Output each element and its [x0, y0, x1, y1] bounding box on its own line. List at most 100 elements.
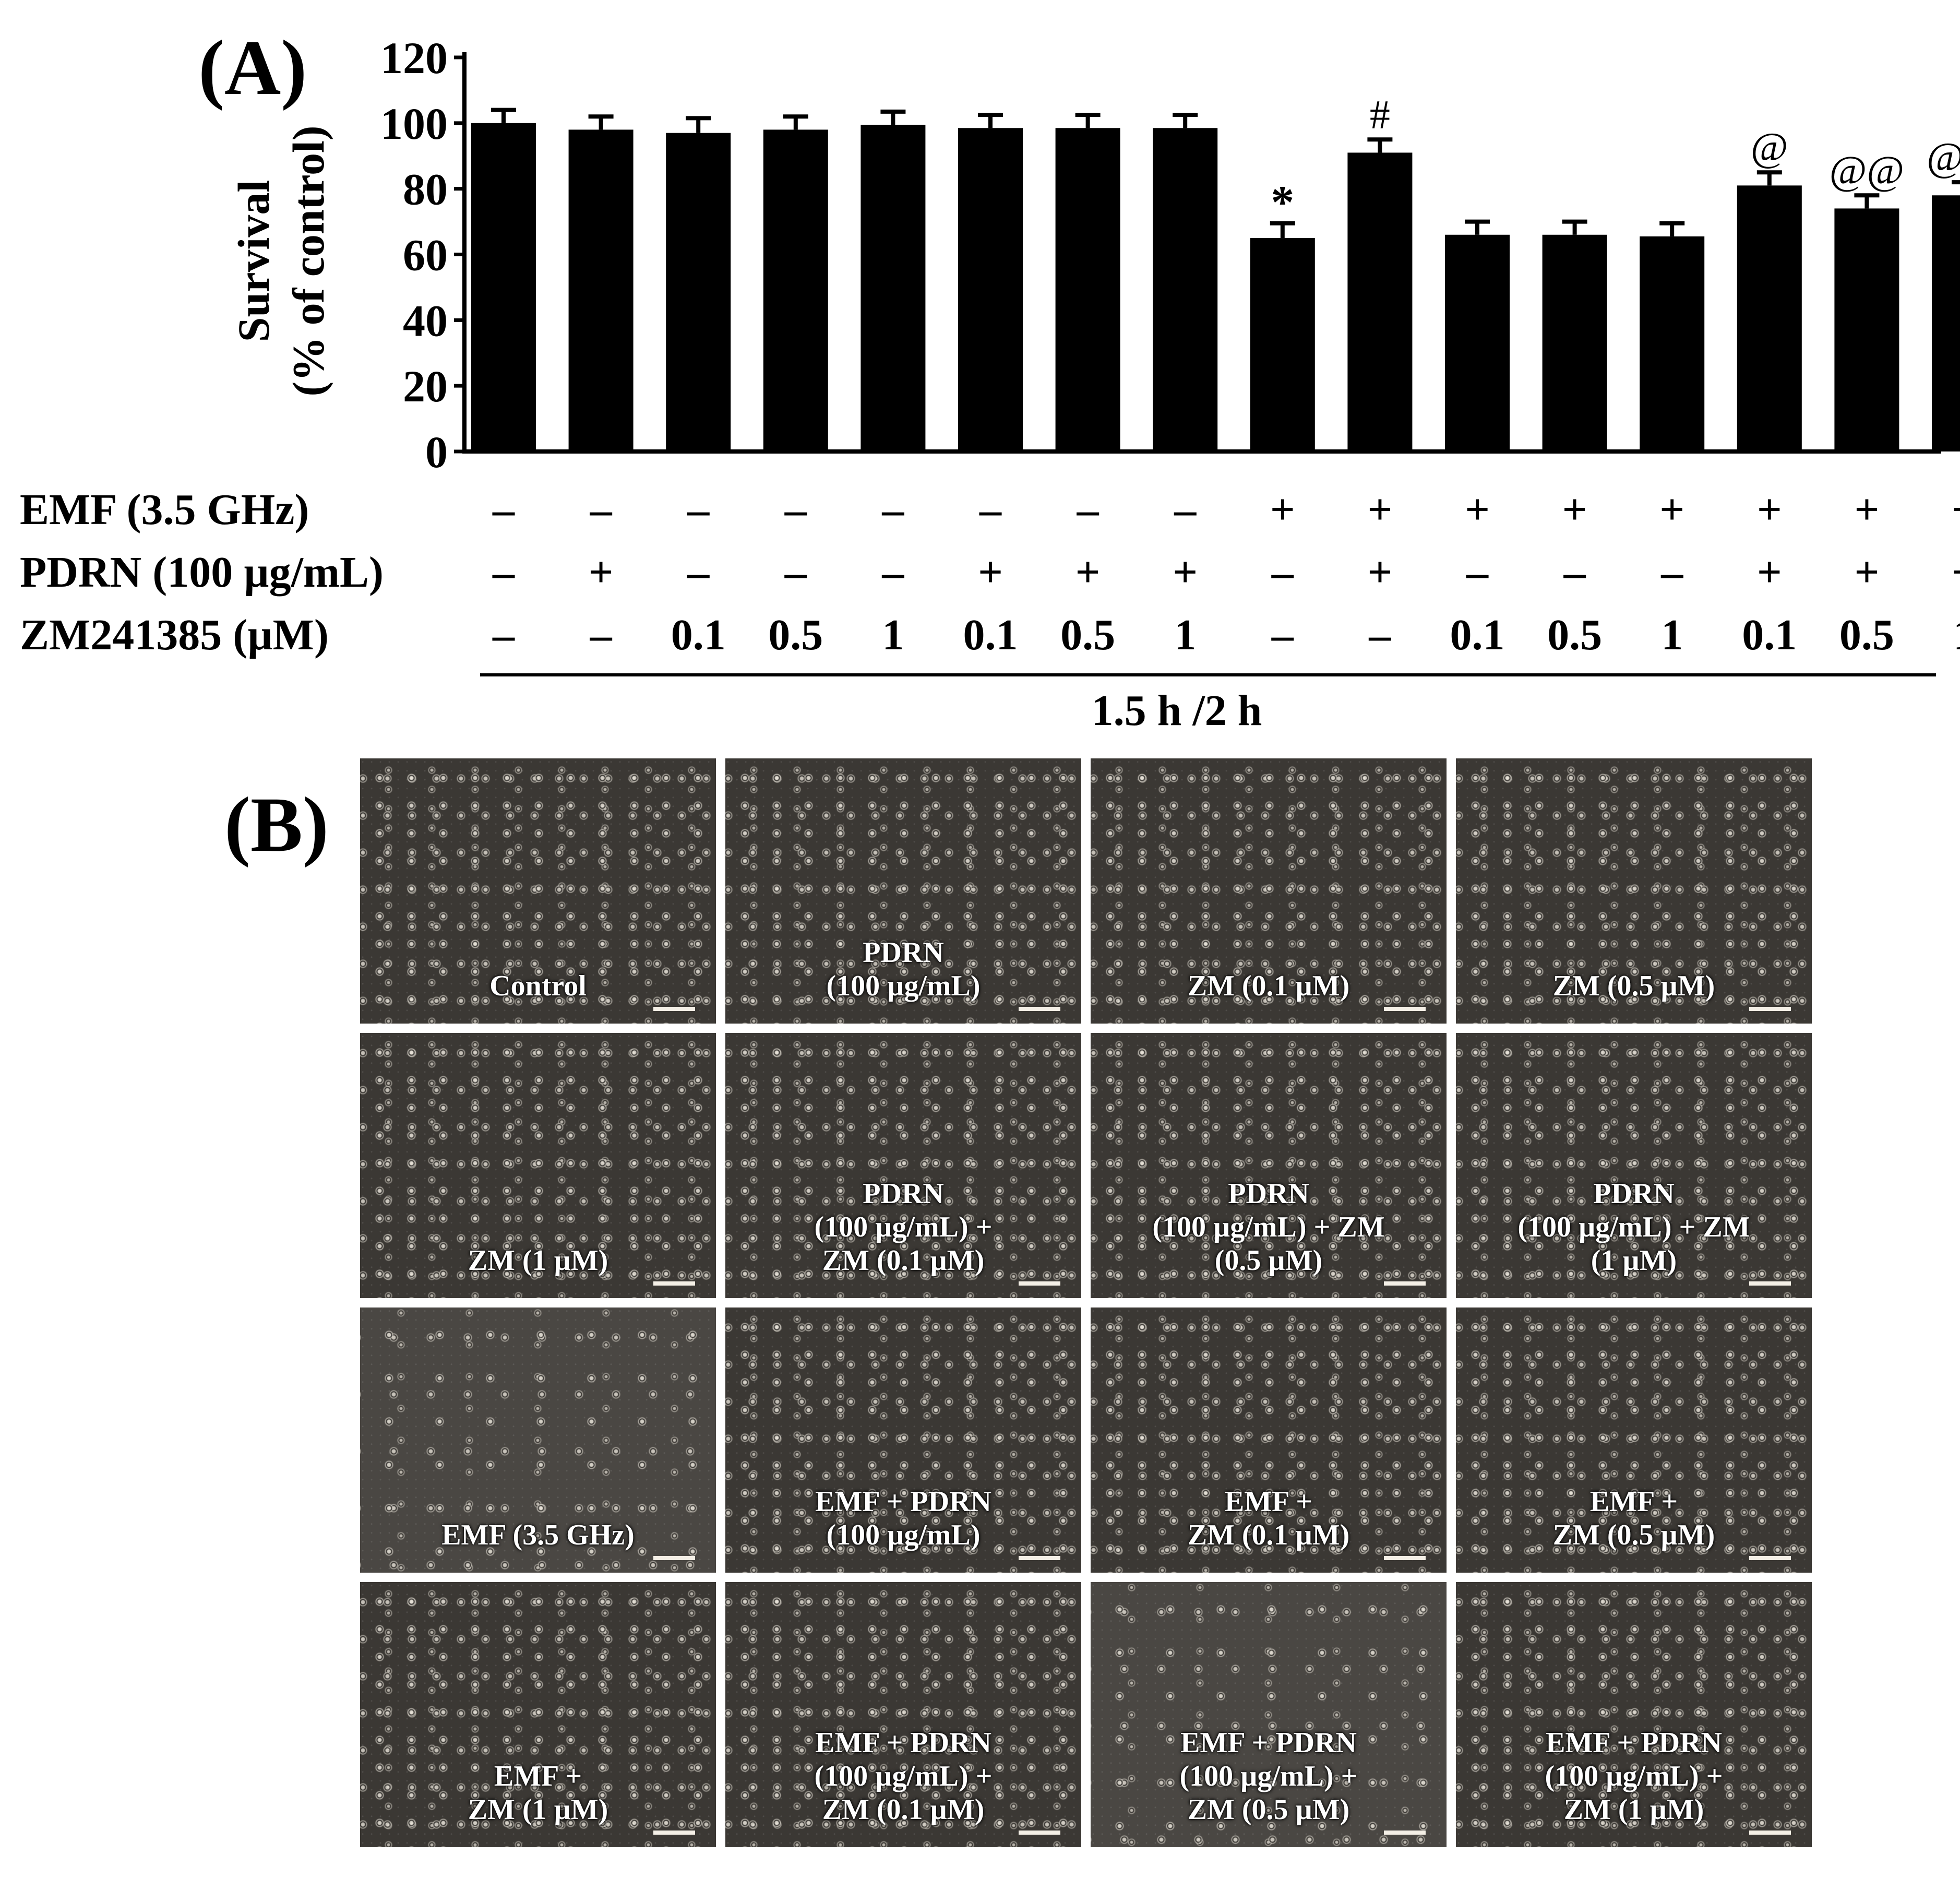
- condition-cell: –: [1661, 548, 1683, 597]
- scale-bar: [1384, 1281, 1426, 1286]
- y-tick-label: 80: [403, 164, 448, 215]
- bar: [1834, 208, 1899, 451]
- micrograph-tile: PDRN (100 µg/mL) + ZM (0.1 µM): [725, 1033, 1081, 1298]
- scale-bar: [1749, 1007, 1791, 1011]
- micrograph-tile: EMF + ZM (0.5 µM): [1456, 1308, 1812, 1573]
- condition-cell: +: [1756, 548, 1782, 597]
- y-axis-label-unit: (% of control): [283, 125, 333, 396]
- condition-cell: –: [493, 485, 515, 534]
- condition-cell: –: [1369, 611, 1391, 659]
- micrograph-tile: Control: [360, 758, 716, 1024]
- condition-cell: 1: [1174, 611, 1197, 659]
- micrograph-tile: ZM (1 µM): [360, 1033, 716, 1298]
- condition-cell: +: [1854, 548, 1880, 597]
- condition-cell: +: [1075, 548, 1101, 597]
- significance-marker: @@: [1927, 134, 1960, 180]
- micrograph-caption: Control: [489, 970, 587, 1002]
- micrograph-tile: PDRN (100 µg/mL): [725, 758, 1081, 1024]
- bar: [568, 129, 634, 451]
- significance-marker: @@: [1830, 147, 1905, 193]
- condition-cell: –: [590, 485, 612, 534]
- micrograph-caption: EMF + PDRN (100 µg/mL) + ZM (0.1 µM): [814, 1727, 993, 1826]
- condition-cell: –: [1563, 548, 1586, 597]
- micrograph-tile: PDRN (100 µg/mL) + ZM (0.5 µM): [1091, 1033, 1447, 1298]
- condition-cell: –: [1174, 485, 1197, 534]
- condition-cell: –: [590, 611, 612, 659]
- scale-bar: [1749, 1281, 1791, 1286]
- panel-a-label: (A): [198, 25, 307, 111]
- group-caption: 1.5 h /2 h: [1091, 686, 1262, 735]
- condition-row-label: EMF (3.5 GHz): [20, 485, 309, 534]
- scale-bar: [1019, 1007, 1060, 1011]
- condition-cell: 0.1: [963, 611, 1018, 659]
- bar: [1542, 234, 1607, 451]
- condition-cell: +: [588, 548, 614, 597]
- condition-cell: +: [978, 548, 1003, 597]
- micrograph-caption: PDRN (100 µg/mL): [826, 936, 981, 1002]
- bars-group: *#@@@@@: [471, 91, 1960, 452]
- condition-cell: 1: [1661, 611, 1683, 659]
- y-tick-label: 120: [380, 33, 448, 83]
- condition-cell: 0.5: [768, 611, 823, 659]
- micrograph-tile: EMF + PDRN (100 µg/mL) + ZM (0.1 µM): [725, 1582, 1081, 1847]
- bar: [1737, 185, 1802, 451]
- bar: [1445, 234, 1510, 451]
- scale-bar: [1019, 1556, 1060, 1560]
- bar: [1932, 195, 1960, 451]
- micrograph-caption: EMF + ZM (0.5 µM): [1552, 1485, 1715, 1551]
- micrograph-grid: Control PDRN (100 µg/mL) ZM (0.1 µM) ZM (0.…: [360, 758, 1821, 1852]
- condition-cell: 0.1: [1450, 611, 1505, 659]
- condition-cell: +: [1367, 548, 1393, 597]
- bar: [1153, 128, 1218, 452]
- scale-bar: [1749, 1556, 1791, 1560]
- condition-cell: –: [687, 548, 710, 597]
- condition-cell: –: [784, 548, 807, 597]
- micrograph-tile: ZM (0.5 µM): [1456, 758, 1812, 1024]
- significance-marker: @: [1751, 124, 1788, 170]
- scale-bar: [1384, 1831, 1426, 1835]
- condition-cell: 0.1: [671, 611, 726, 659]
- micrograph-caption: PDRN (100 µg/mL) + ZM (1 µM): [1517, 1178, 1750, 1277]
- panel-b-label: (B): [224, 781, 329, 868]
- condition-cell: +: [1270, 485, 1295, 534]
- condition-row-label: ZM241385 (µM): [20, 611, 329, 659]
- condition-cell: 1: [1953, 613, 1960, 657]
- scale-bar: [1749, 1831, 1791, 1835]
- bar: [666, 133, 731, 452]
- micrograph-caption: ZM (1 µM): [468, 1244, 608, 1277]
- y-tick-label: 0: [425, 427, 448, 477]
- micrograph-caption: ZM (0.5 µM): [1552, 970, 1715, 1002]
- group-underline: [480, 673, 1936, 676]
- condition-cell: +: [1562, 485, 1587, 534]
- micrograph-caption: EMF + ZM (1 µM): [468, 1760, 608, 1826]
- condition-cell: 0.5: [1547, 611, 1603, 659]
- y-tick-label: 100: [380, 99, 448, 149]
- micrograph-tile: EMF (3.5 GHz): [360, 1308, 716, 1573]
- condition-cell: –: [1271, 548, 1294, 597]
- condition-cell: +: [1173, 548, 1198, 597]
- condition-cell: 0.5: [1060, 611, 1116, 659]
- scale-bar: [653, 1281, 695, 1286]
- bar: [1347, 152, 1413, 451]
- condition-cell: –: [784, 485, 807, 534]
- scale-bar: [653, 1556, 695, 1560]
- y-tick-label: 20: [403, 361, 448, 411]
- condition-cell: –: [1466, 548, 1488, 597]
- condition-cell: –: [979, 485, 1001, 534]
- condition-cell: +: [1367, 485, 1393, 534]
- bar: [958, 128, 1023, 452]
- condition-cell: 0.5: [1839, 611, 1894, 659]
- condition-cell: –: [882, 485, 904, 534]
- micrograph-caption: PDRN (100 µg/mL) + ZM (0.1 µM): [814, 1178, 993, 1277]
- condition-cell: –: [687, 485, 710, 534]
- micrograph-tile: EMF + PDRN (100 µg/mL): [725, 1308, 1081, 1573]
- bar: [763, 129, 828, 451]
- condition-cell: –: [493, 611, 515, 659]
- significance-marker: #: [1370, 91, 1390, 137]
- scale-bar: [1384, 1556, 1426, 1560]
- condition-cell: –: [493, 548, 515, 597]
- condition-cell: 1: [882, 611, 904, 659]
- condition-cell: –: [1077, 485, 1099, 534]
